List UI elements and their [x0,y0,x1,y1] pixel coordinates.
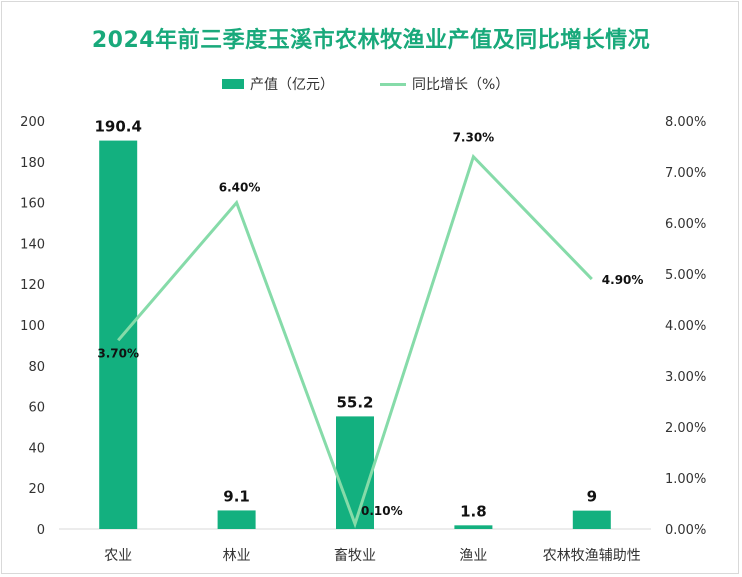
line-value-label: 3.70% [97,346,139,360]
bar [217,510,256,529]
y-right-tick-label: 1.00% [665,472,706,487]
legend-item-growth: 同比增长（%） [380,74,509,94]
bar-value-label: 9.1 [223,487,250,505]
legend-label-growth: 同比增长（%） [412,77,510,93]
y-right-tick-label: 8.00% [665,115,706,130]
bar [336,416,374,529]
y-right-tick-label: 2.00% [665,421,706,436]
y-right-tick-label: 5.00% [665,268,706,283]
line-value-label: 7.30% [453,131,495,145]
x-category-label: 农业 [104,548,132,564]
y-left-tick-label: 60 [28,401,45,416]
bar [454,525,493,529]
growth-line [117,153,593,529]
x-category-label: 畜牧业 [334,548,376,564]
x-category-label: 林业 [223,548,251,564]
y-left-tick-label: 20 [28,482,45,497]
chart-title: 2024年前三季度玉溪市农林牧渔业产值及同比增长情况 [91,28,651,53]
bar-value-label: 9 [587,488,597,506]
y-left-tick-label: 80 [28,360,45,375]
x-category-label: 渔业 [459,548,487,564]
bar [99,140,138,530]
y-right-tick-label: 4.00% [665,319,706,334]
bar-value-label: 190.4 [94,118,141,136]
legend-bar-swatch [222,79,244,89]
y-left-tick-label: 120 [20,278,45,293]
bar-value-label: 1.8 [460,502,487,520]
line-value-label: 0.10% [361,504,403,518]
y-right-tick-label: 7.00% [665,166,706,181]
y-left-tick-label: 40 [28,441,45,456]
bar [572,510,611,529]
bar-value-label: 55.2 [336,393,373,411]
legend-label-output: 产值（亿元） [250,77,334,93]
line-value-label: 4.90% [602,273,644,287]
legend-line-swatch [380,82,406,86]
y-left-tick-label: 100 [20,319,45,334]
y-left-tick-label: 200 [20,115,45,130]
y-left-tick-label: 160 [20,197,45,212]
y-right-tick-label: 6.00% [665,217,706,232]
y-left-tick-label: 140 [20,237,45,252]
y-left-tick-label: 0 [37,523,45,538]
line-value-label: 6.40% [219,181,261,195]
legend-item-output: 产值（亿元） [222,74,334,94]
y-right-tick-label: 3.00% [665,370,706,385]
y-left-tick-label: 180 [20,156,45,171]
y-right-tick-label: 0.00% [665,523,706,538]
x-category-label: 农林牧渔辅助性 [543,548,641,564]
legend: 产值（亿元） 同比增长（%） [0,74,742,96]
